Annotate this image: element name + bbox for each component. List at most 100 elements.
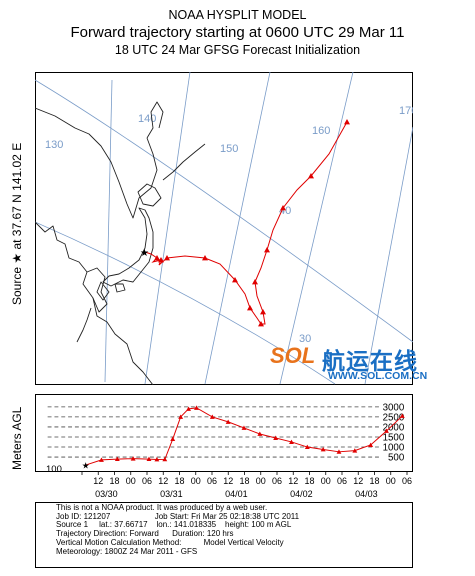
graticule-labels: 130 140 150 160 170 40 30 <box>45 105 413 345</box>
logo-url: WWW.SOL.COM.CN <box>328 370 428 382</box>
coastlines <box>35 101 206 385</box>
profile-marker <box>178 414 184 419</box>
time-axis-hour-labels: 12 18 00 06 12 18 00 06 12 18 00 06 12 18 00 06 12 18 00 06 <box>93 476 412 486</box>
footer-meteorology: Meteorology: 1800Z 24 Mar 2011 - GFS <box>56 546 198 556</box>
asia-coast <box>35 221 154 385</box>
profile-marker <box>384 428 389 433</box>
trajectory-map: 130 140 150 160 170 40 30 ★ <box>35 72 413 385</box>
graticule <box>35 72 413 385</box>
map-marker <box>232 277 238 283</box>
forecast-init-label: 18 UTC 24 Mar GFSG Forecast Initializati… <box>114 43 361 57</box>
map-marker <box>308 173 314 179</box>
meridian-label-130: 130 <box>45 139 63 151</box>
footer-source: Source 1 lat.: 37.66717 lon.: 141.018335… <box>56 520 292 530</box>
time-hour-label: 12 <box>93 476 103 486</box>
parallel-40 <box>35 79 413 343</box>
meridian-160 <box>279 72 354 385</box>
meridian-label-140: 140 <box>138 113 156 125</box>
time-axis-date-labels: 03/30 03/31 04/01 04/02 04/03 <box>95 489 378 499</box>
meridian-170 <box>364 126 413 385</box>
footer-job-id: Job ID: 121207 Job Start: Fri Mar 25 02:… <box>56 511 300 521</box>
profile-marker <box>304 444 310 449</box>
sakhalin <box>146 101 164 139</box>
ryukyu <box>76 307 92 343</box>
map-frame <box>35 72 413 385</box>
meridian-label-150: 150 <box>220 143 238 155</box>
kuril-islands <box>162 143 206 181</box>
map-marker <box>280 205 286 211</box>
time-hour-label: 00 <box>256 476 266 486</box>
profile-marker <box>320 446 326 452</box>
profile-marker <box>273 435 279 440</box>
korea-coast <box>86 267 108 313</box>
meridian-140 <box>144 72 191 385</box>
profile-marker <box>99 457 104 462</box>
footer-disclaimer: This is not a NOAA product. It was produ… <box>56 503 268 512</box>
parallel-label-30: 30 <box>299 333 311 345</box>
profile-marker <box>114 456 120 462</box>
footer-direction: Trajectory Direction: Forward Duration: … <box>56 529 234 539</box>
logo-chinese-text: 航运在线 <box>322 348 418 374</box>
map-marker <box>344 119 350 125</box>
time-hour-label: 18 <box>174 476 184 486</box>
hokkaido <box>137 183 162 207</box>
parallel-label-40: 40 <box>279 205 291 217</box>
trajectory-title: Forward trajectory starting at 0600 UTC … <box>70 24 405 41</box>
profile-marker <box>162 456 168 462</box>
parallel-30 <box>35 221 336 385</box>
profile-y-tick-label: 1000 <box>383 442 405 453</box>
meters-agl-label: Meters AGL <box>10 406 24 470</box>
sol-logo: SOL 航运在线 WWW.SOL.COM.CN <box>270 340 455 386</box>
profile-marker <box>170 436 176 441</box>
profile-y-tick-label: 1500 <box>383 432 405 443</box>
profile-marker <box>130 456 136 461</box>
map-marker <box>164 255 170 261</box>
map-marker <box>202 255 208 261</box>
source-star: ★ <box>140 248 149 259</box>
profile-min-label: 100 <box>46 464 62 475</box>
profile-markers: ★ <box>82 405 405 471</box>
meridian-label-160: 160 <box>312 125 330 137</box>
map-marker <box>158 257 164 263</box>
time-date-label: 03/30 <box>95 489 118 499</box>
time-hour-label: 18 <box>304 476 314 486</box>
profile-marker <box>225 419 231 424</box>
job-info-footer: This is not a NOAA product. It was produ… <box>35 502 413 568</box>
shikoku <box>114 283 126 293</box>
profile-y-tick-label: 3000 <box>383 402 405 413</box>
time-hour-label: 06 <box>142 476 152 486</box>
trajectory-markers <box>154 119 350 327</box>
time-date-label: 04/02 <box>290 489 313 499</box>
time-hour-label: 06 <box>337 476 347 486</box>
time-hour-label: 12 <box>158 476 168 486</box>
time-hour-label: 12 <box>353 476 363 486</box>
profile-marker <box>154 457 160 462</box>
meridian-130 <box>104 79 113 383</box>
time-hour-label: 00 <box>386 476 396 486</box>
profile-marker <box>399 413 405 418</box>
profile-marker <box>289 439 294 444</box>
time-axis-ticks <box>81 472 408 475</box>
honshu <box>102 207 154 287</box>
profile-marker <box>209 414 215 419</box>
map-marker <box>264 247 270 253</box>
time-hour-label: 06 <box>402 476 412 486</box>
time-hour-label: 00 <box>321 476 331 486</box>
profile-marker <box>336 449 342 454</box>
profile-marker <box>257 431 263 436</box>
time-hour-label: 06 <box>207 476 217 486</box>
map-marker <box>252 279 258 285</box>
meridian-label-170: 170 <box>399 105 413 117</box>
map-marker <box>247 305 253 311</box>
profile-marker <box>241 425 247 430</box>
profile-source-star: ★ <box>82 461 90 471</box>
profile-marker <box>186 406 191 411</box>
time-hour-label: 12 <box>288 476 298 486</box>
time-hour-label: 00 <box>126 476 136 486</box>
profile-marker <box>368 442 374 447</box>
meridian-150 <box>204 72 271 385</box>
profile-marker <box>352 448 358 453</box>
map-marker <box>154 255 160 261</box>
